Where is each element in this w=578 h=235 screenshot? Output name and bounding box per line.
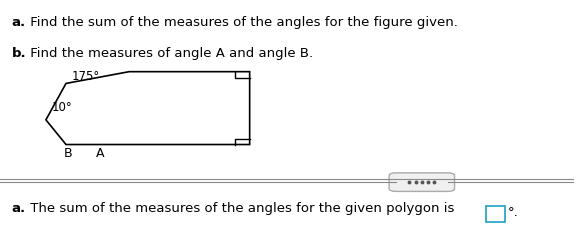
Text: A: A <box>96 147 105 160</box>
Text: The sum of the measures of the angles for the given polygon is: The sum of the measures of the angles fo… <box>26 202 454 215</box>
FancyBboxPatch shape <box>486 206 505 222</box>
Text: Find the measures of angle A and angle B.: Find the measures of angle A and angle B… <box>26 47 313 60</box>
Text: a.: a. <box>12 202 25 215</box>
Text: a.: a. <box>12 16 25 29</box>
Text: °.: °. <box>507 206 518 219</box>
FancyBboxPatch shape <box>389 173 454 191</box>
Text: Find the sum of the measures of the angles for the figure given.: Find the sum of the measures of the angl… <box>26 16 458 29</box>
Text: 175°: 175° <box>72 70 100 83</box>
Text: b.: b. <box>12 47 26 60</box>
Text: B: B <box>64 147 72 160</box>
Text: 10°: 10° <box>51 101 72 114</box>
